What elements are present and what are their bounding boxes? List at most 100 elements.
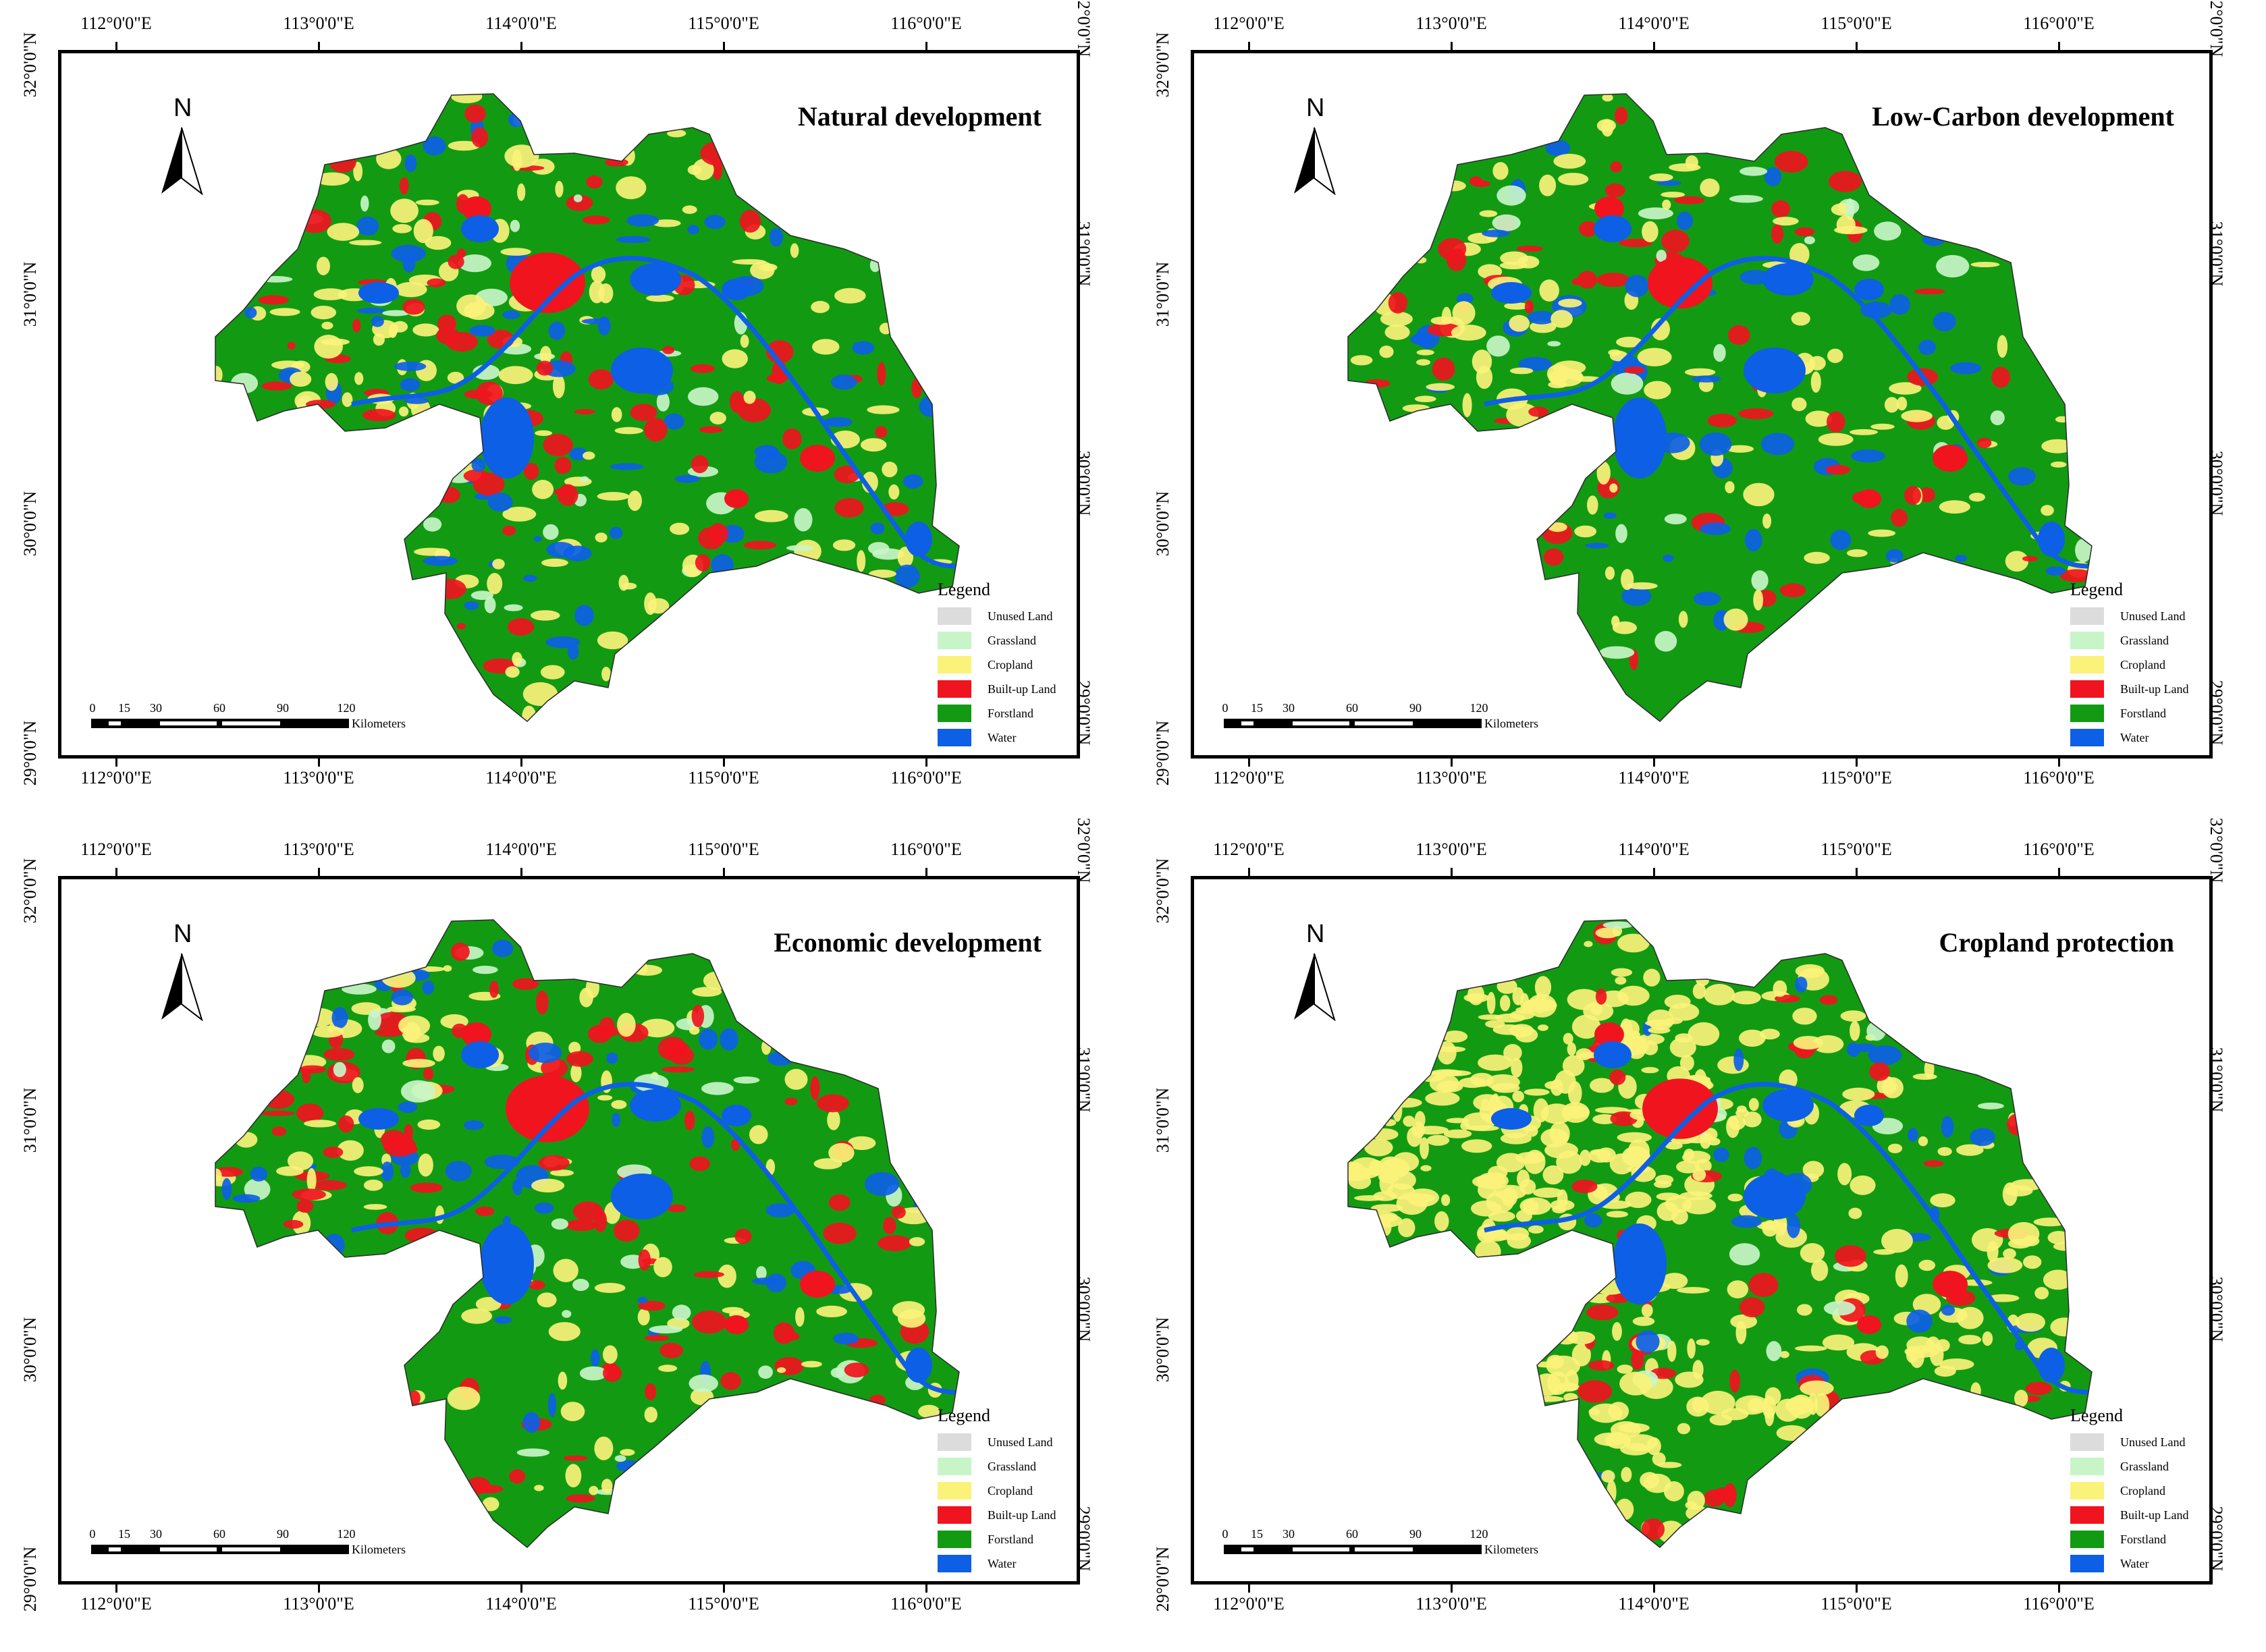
legend-label: Water bbox=[988, 1556, 1017, 1570]
legend-swatch bbox=[938, 680, 971, 698]
longitude-tick bbox=[925, 868, 927, 876]
legend-label: Cropland bbox=[988, 657, 1033, 671]
latitude-label: 30°0'0"N bbox=[1153, 1317, 1172, 1383]
legend-label: Unused Land bbox=[988, 609, 1053, 623]
longitude-label: 114°0'0"E bbox=[485, 768, 557, 788]
longitude-label: 113°0'0"E bbox=[1415, 13, 1487, 33]
longitude-label: 115°0'0"E bbox=[1820, 1594, 1892, 1614]
legend-item: Built-up Land bbox=[938, 1503, 1056, 1527]
longitude-tick bbox=[1653, 868, 1655, 876]
legend-swatch bbox=[938, 729, 971, 746]
latitude-label: 29°0'0"N bbox=[1153, 720, 1172, 786]
longitude-label: 115°0'0"E bbox=[688, 839, 759, 859]
land-use-raster bbox=[215, 920, 959, 1547]
study-area-boundary bbox=[215, 919, 960, 1549]
scale-tick-label: 120 bbox=[337, 1527, 356, 1541]
legend-item: Water bbox=[2070, 725, 2189, 750]
legend-label: Water bbox=[988, 730, 1017, 744]
land-use-map bbox=[1347, 93, 2093, 723]
legend: Legend Unused Land Grassland Cropland Built-… bbox=[2070, 580, 2189, 750]
legend-title: Legend bbox=[938, 580, 990, 599]
scale-tick-label: 30 bbox=[1283, 1527, 1295, 1541]
longitude-label: 114°0'0"E bbox=[1618, 13, 1690, 33]
longitude-tick bbox=[1856, 42, 1858, 50]
longitude-label: 113°0'0"E bbox=[1415, 768, 1487, 788]
longitude-label: 116°0'0"E bbox=[2023, 839, 2095, 859]
legend-item: Grassland bbox=[2070, 628, 2189, 653]
legend-swatch bbox=[938, 1506, 971, 1524]
north-arrow-icon: N bbox=[1289, 94, 1349, 195]
legend: Legend Unused Land Grassland Cropland Built-… bbox=[938, 1406, 1056, 1576]
longitude-label: 112°0'0"E bbox=[80, 13, 152, 33]
north-arrow-icon: N bbox=[156, 920, 217, 1021]
longitude-label: 112°0'0"E bbox=[1213, 13, 1285, 33]
latitude-label: 31°0'0"N bbox=[20, 261, 40, 327]
scale-bar: 0 15 30 60 90 120 Kilometers bbox=[90, 1527, 468, 1568]
legend-item: Unused Land bbox=[938, 1430, 1056, 1454]
longitude-tick bbox=[1856, 868, 1858, 876]
longitude-label: 115°0'0"E bbox=[688, 13, 759, 33]
longitude-label: 115°0'0"E bbox=[688, 768, 759, 788]
study-area-boundary bbox=[215, 93, 960, 723]
scale-unit: Kilometers bbox=[352, 1543, 406, 1556]
legend-label: Built-up Land bbox=[988, 1508, 1056, 1522]
scale-tick-label: 15 bbox=[1251, 1527, 1263, 1541]
legend-swatch bbox=[2070, 656, 2104, 673]
legend-item: Built-up Land bbox=[938, 677, 1056, 701]
legend-title: Legend bbox=[938, 1406, 990, 1425]
map-panel-natural: 112°0'0"E 112°0'0"E 113°0'0"E 113°0'0"E 114°… bbox=[0, 0, 1133, 826]
longitude-tick bbox=[1653, 42, 1655, 50]
scale-bar-segment bbox=[1241, 1547, 1253, 1551]
legend-label: Built-up Land bbox=[2120, 682, 2189, 696]
latitude-label: 32°0'0"N bbox=[1153, 32, 1172, 98]
land-use-map bbox=[215, 93, 960, 723]
longitude-tick bbox=[318, 868, 320, 876]
latitude-label: 30°0'0"N bbox=[1153, 491, 1172, 557]
longitude-label: 113°0'0"E bbox=[1415, 1594, 1487, 1614]
longitude-tick bbox=[925, 42, 927, 50]
longitude-tick bbox=[723, 42, 725, 50]
longitude-label: 113°0'0"E bbox=[283, 768, 354, 788]
north-arrow-shape bbox=[161, 127, 203, 195]
scenario-title: Economic development bbox=[774, 927, 1042, 958]
longitude-label: 115°0'0"E bbox=[1820, 839, 1892, 859]
legend-swatch bbox=[938, 607, 971, 625]
north-label: N bbox=[173, 920, 192, 948]
longitude-label: 112°0'0"E bbox=[1213, 768, 1285, 788]
scenario-title: Natural development bbox=[797, 101, 1042, 132]
scale-tick-label: 30 bbox=[1283, 701, 1295, 715]
scale-tick-label: 0 bbox=[89, 701, 96, 715]
scale-tick-label: 120 bbox=[1469, 1527, 1488, 1541]
longitude-tick bbox=[2058, 1585, 2060, 1593]
north-arrow-shape bbox=[1294, 127, 1336, 195]
legend-item: Cropland bbox=[2070, 653, 2189, 677]
longitude-label: 113°0'0"E bbox=[283, 13, 354, 33]
study-area-boundary bbox=[1347, 93, 2093, 723]
longitude-tick bbox=[1856, 759, 1858, 767]
map-frame: Low-Carbon development N Legend Unused Land… bbox=[1191, 50, 2213, 759]
scale-bar: 0 15 30 60 90 120 Kilometers bbox=[90, 701, 468, 742]
legend-label: Unused Land bbox=[2120, 609, 2186, 623]
scale-tick-label: 60 bbox=[1346, 701, 1358, 715]
latitude-label: 31°0'0"N bbox=[1153, 261, 1172, 327]
legend-swatch bbox=[2070, 680, 2104, 698]
longitude-tick bbox=[1451, 868, 1453, 876]
scale-bar-track bbox=[91, 1545, 349, 1554]
legend-swatch bbox=[2070, 729, 2104, 746]
legend-item: Forstland bbox=[938, 701, 1056, 725]
legend-title: Legend bbox=[2070, 580, 2123, 599]
map-frame: Economic development N Legend Unused Land Gr… bbox=[58, 876, 1080, 1585]
land-use-raster bbox=[1348, 920, 2092, 1547]
legend-label: Cropland bbox=[2120, 657, 2165, 671]
legend-item: Forstland bbox=[2070, 701, 2189, 725]
north-label: N bbox=[173, 94, 192, 122]
scale-tick-label: 15 bbox=[118, 1527, 130, 1541]
map-panel-cropland: 112°0'0"E 112°0'0"E 113°0'0"E 113°0'0"E 114°… bbox=[1133, 818, 2265, 1652]
longitude-tick bbox=[1248, 759, 1250, 767]
latitude-label: 32°0'0"N bbox=[2207, 817, 2226, 883]
legend-label: Grassland bbox=[2120, 633, 2169, 647]
longitude-label: 115°0'0"E bbox=[688, 1594, 759, 1614]
north-arrow-icon: N bbox=[156, 94, 217, 195]
legend-label: Cropland bbox=[2120, 1483, 2165, 1497]
legend-item: Unused Land bbox=[2070, 604, 2189, 628]
